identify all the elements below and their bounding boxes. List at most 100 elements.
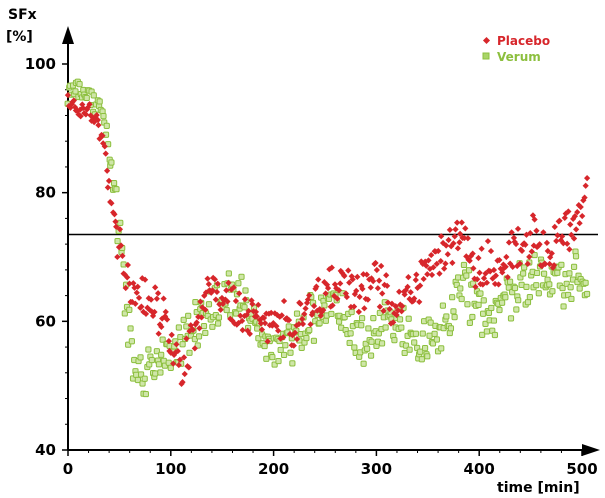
verum-point [202,329,209,337]
verum-point [364,345,371,352]
placebo-point [102,150,109,157]
verum-point [145,346,152,353]
placebo-point [153,295,160,302]
verum-point [466,319,473,326]
placebo-point [470,265,477,272]
placebo-point [363,271,370,278]
x-tick-label: 200 [258,460,289,478]
placebo-point [345,267,352,274]
verum-point [225,270,232,277]
placebo-point [483,279,491,286]
placebo-point [445,236,452,244]
verum-point [480,297,487,304]
placebo-point [433,260,440,267]
verum-point [192,299,199,306]
placebo-point [437,257,444,265]
verum-point [566,270,573,277]
placebo-point [411,295,418,302]
verum-point [157,369,164,376]
placebo-point [424,271,431,278]
placebo-point [278,312,285,319]
verum-point [72,88,79,95]
placebo-point [160,295,167,302]
verum-point [419,330,426,337]
verum-point [558,261,565,268]
placebo-point [239,326,246,334]
placebo-point [388,300,396,307]
verum-point [117,219,124,226]
placebo-point [504,274,511,281]
verum-point [306,326,313,334]
verum-point [280,351,288,359]
verum-point [205,301,213,308]
placebo-point [320,307,327,314]
verum-point [406,346,413,353]
placebo-point [376,303,383,310]
placebo-point [495,281,502,288]
x-tick-label: 300 [361,460,392,478]
placebo-point [514,225,522,232]
verum-point [433,336,440,343]
placebo-point [261,320,269,327]
placebo-point [268,309,275,316]
placebo-point [524,260,531,267]
placebo-point [280,334,287,341]
verum-point [431,330,438,337]
verum-point [412,330,419,337]
verum-point [479,331,486,339]
placebo-point [112,218,119,225]
placebo-point [484,238,492,245]
verum-point [360,360,367,367]
placebo-point [280,297,288,305]
placebo-point [472,283,479,291]
verum-point [277,346,284,354]
verum-point [328,310,335,318]
y-axis-title-line1: SFx [8,7,37,23]
placebo-point [285,317,293,324]
placebo-point [458,219,465,226]
verum-point [175,324,182,331]
placebo-point [464,235,472,242]
verum-point [411,339,418,346]
verum-point [521,264,528,271]
placebo-point [299,320,307,328]
verum-point [483,328,490,335]
placebo-point [224,298,231,305]
verum-point [114,237,121,245]
verum-point [183,323,190,330]
placebo-point [376,277,383,284]
verum-point [110,179,118,187]
verum-point [195,333,203,340]
verum-point [148,356,155,364]
placebo-point [502,263,509,270]
placebo-point [154,290,162,297]
placebo-point [428,251,435,259]
verum-point [269,354,276,361]
verum-point [533,282,540,289]
placebo-point [93,112,100,119]
y-tick-label: 40 [35,441,56,459]
placebo-point [197,298,204,305]
verum-point [438,345,445,352]
verum-point [559,284,566,292]
verum-point [426,332,433,339]
verum-point [289,360,296,367]
verum-point [496,306,503,314]
verum-point [159,336,166,343]
verum-point [186,349,193,356]
verum-point [113,186,120,193]
verum-point [287,349,294,356]
placebo-point [551,223,558,231]
placebo-point [425,257,432,264]
placebo-point [225,279,232,286]
verum-point [533,269,541,277]
placebo-point [396,288,403,295]
verum-point [254,325,261,332]
placebo-point [306,292,313,299]
verum-point [293,310,301,317]
placebo-point [142,276,149,283]
placebo-point [164,316,171,323]
verum-point [463,272,470,279]
placebo-point [454,245,462,252]
placebo-point [546,260,553,268]
